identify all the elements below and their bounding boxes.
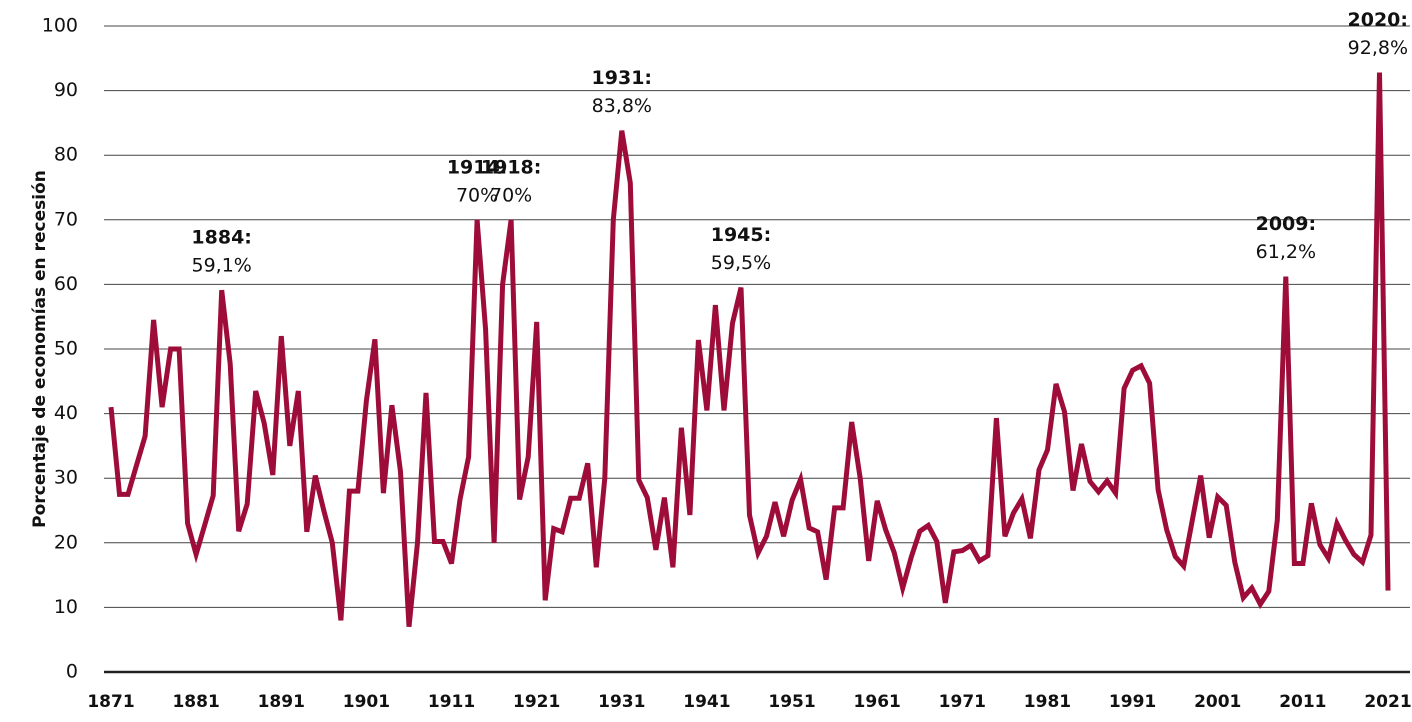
annotation-text: 83,8% — [592, 95, 652, 117]
annotation-text: 92,8% — [1348, 37, 1408, 59]
y-tick-label: 50 — [54, 338, 78, 360]
annotation-title: 2020: — [1348, 9, 1408, 31]
x-tick-label: 1891 — [258, 692, 305, 712]
x-tick-label: 1961 — [854, 692, 901, 712]
y-tick-label: 80 — [54, 144, 78, 166]
annotation-title: 1884: — [191, 227, 251, 249]
x-tick-label: 1931 — [598, 692, 645, 712]
x-tick-label: 1911 — [428, 692, 475, 712]
x-tick-label: 1981 — [1024, 692, 1071, 712]
annotation-title: 1918: — [481, 156, 541, 178]
annotation-text: 59,5% — [711, 252, 771, 274]
y-tick-label: 10 — [54, 596, 78, 618]
x-tick-label: 1921 — [513, 692, 560, 712]
annotation-text: 70% — [456, 184, 498, 206]
y-tick-label: 90 — [54, 79, 78, 101]
annotation-title: 1931: — [592, 67, 652, 89]
x-tick-label: 1951 — [768, 692, 815, 712]
x-tick-label: 2021 — [1364, 692, 1411, 712]
x-tick-label: 1881 — [172, 692, 219, 712]
y-tick-label: 60 — [54, 273, 78, 295]
x-tick-label: 1901 — [343, 692, 390, 712]
y-tick-label: 0 — [66, 661, 78, 683]
y-tick-label: 30 — [54, 467, 78, 489]
x-tick-label: 2011 — [1279, 692, 1326, 712]
x-tick-label: 2001 — [1194, 692, 1241, 712]
annotation-text: 59,1% — [191, 255, 251, 277]
y-tick-label: 70 — [54, 208, 78, 230]
y-axis-label: Porcentaje de economías en recesión — [30, 170, 50, 528]
line — [108, 72, 1391, 628]
y-tick-label: 40 — [54, 402, 78, 424]
annotation-title: 1945: — [711, 224, 771, 246]
y-tick-label: 100 — [42, 15, 78, 37]
x-tick-label: 1941 — [683, 692, 730, 712]
x-tick-label: 1971 — [939, 692, 986, 712]
x-tick-label: 1991 — [1109, 692, 1156, 712]
y-tick-label: 20 — [54, 531, 78, 553]
annotation-title: 1914: — [447, 156, 507, 178]
annotation-title: 2009: — [1256, 213, 1316, 235]
annotation-text: 61,2% — [1256, 241, 1316, 263]
x-tick-label: 1871 — [87, 692, 134, 712]
annotation-text: 70% — [490, 184, 532, 206]
